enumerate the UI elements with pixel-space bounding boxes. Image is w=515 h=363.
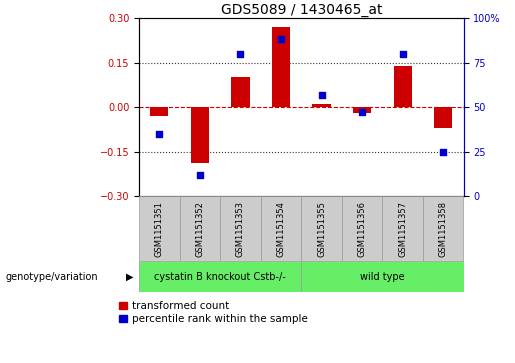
Bar bbox=[191, 107, 209, 163]
Point bbox=[155, 131, 163, 136]
Bar bbox=[220, 196, 261, 261]
Point bbox=[236, 51, 245, 57]
Bar bbox=[382, 196, 423, 261]
Text: GSM1151355: GSM1151355 bbox=[317, 201, 326, 257]
Text: GSM1151351: GSM1151351 bbox=[155, 201, 164, 257]
Bar bbox=[272, 27, 290, 107]
Text: cystatin B knockout Cstb-/-: cystatin B knockout Cstb-/- bbox=[154, 272, 286, 282]
Text: ▶: ▶ bbox=[126, 272, 134, 282]
Bar bbox=[434, 107, 452, 128]
Bar bbox=[423, 196, 464, 261]
Bar bbox=[313, 104, 331, 107]
Bar bbox=[353, 107, 371, 113]
Point bbox=[317, 92, 325, 98]
Point bbox=[399, 51, 407, 57]
Bar bbox=[301, 196, 342, 261]
Text: GSM1151353: GSM1151353 bbox=[236, 201, 245, 257]
Bar bbox=[150, 107, 168, 116]
Point bbox=[358, 110, 366, 115]
Title: GDS5089 / 1430465_at: GDS5089 / 1430465_at bbox=[220, 3, 382, 17]
Text: GSM1151358: GSM1151358 bbox=[439, 201, 448, 257]
Text: GSM1151357: GSM1151357 bbox=[398, 201, 407, 257]
Bar bbox=[180, 196, 220, 261]
Bar bbox=[139, 261, 301, 292]
Text: genotype/variation: genotype/variation bbox=[5, 272, 98, 282]
Bar bbox=[342, 196, 382, 261]
Text: GSM1151356: GSM1151356 bbox=[357, 201, 367, 257]
Legend: transformed count, percentile rank within the sample: transformed count, percentile rank withi… bbox=[118, 301, 308, 324]
Point bbox=[277, 37, 285, 42]
Text: GSM1151352: GSM1151352 bbox=[195, 201, 204, 257]
Bar bbox=[261, 196, 301, 261]
Bar bbox=[301, 261, 464, 292]
Bar bbox=[231, 77, 250, 107]
Text: wild type: wild type bbox=[360, 272, 405, 282]
Point bbox=[196, 172, 204, 178]
Bar bbox=[393, 66, 412, 107]
Point bbox=[439, 149, 448, 155]
Text: GSM1151354: GSM1151354 bbox=[277, 201, 285, 257]
Bar bbox=[139, 196, 180, 261]
